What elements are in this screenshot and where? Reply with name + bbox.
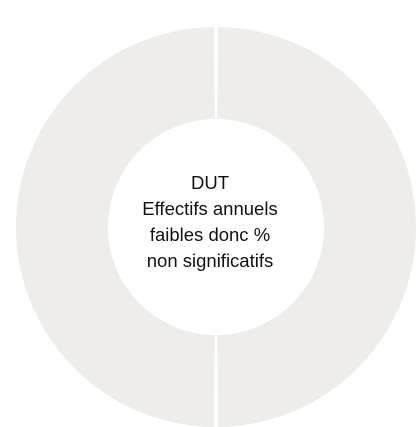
center-label-line-4: non significatifs <box>110 248 310 274</box>
center-label-line-1: DUT <box>110 170 310 196</box>
center-label-line-2: Effectifs annuels <box>110 196 310 222</box>
center-label-line-3: faibles donc % <box>110 222 310 248</box>
center-label: DUT Effectifs annuels faibles donc % non… <box>110 170 310 274</box>
